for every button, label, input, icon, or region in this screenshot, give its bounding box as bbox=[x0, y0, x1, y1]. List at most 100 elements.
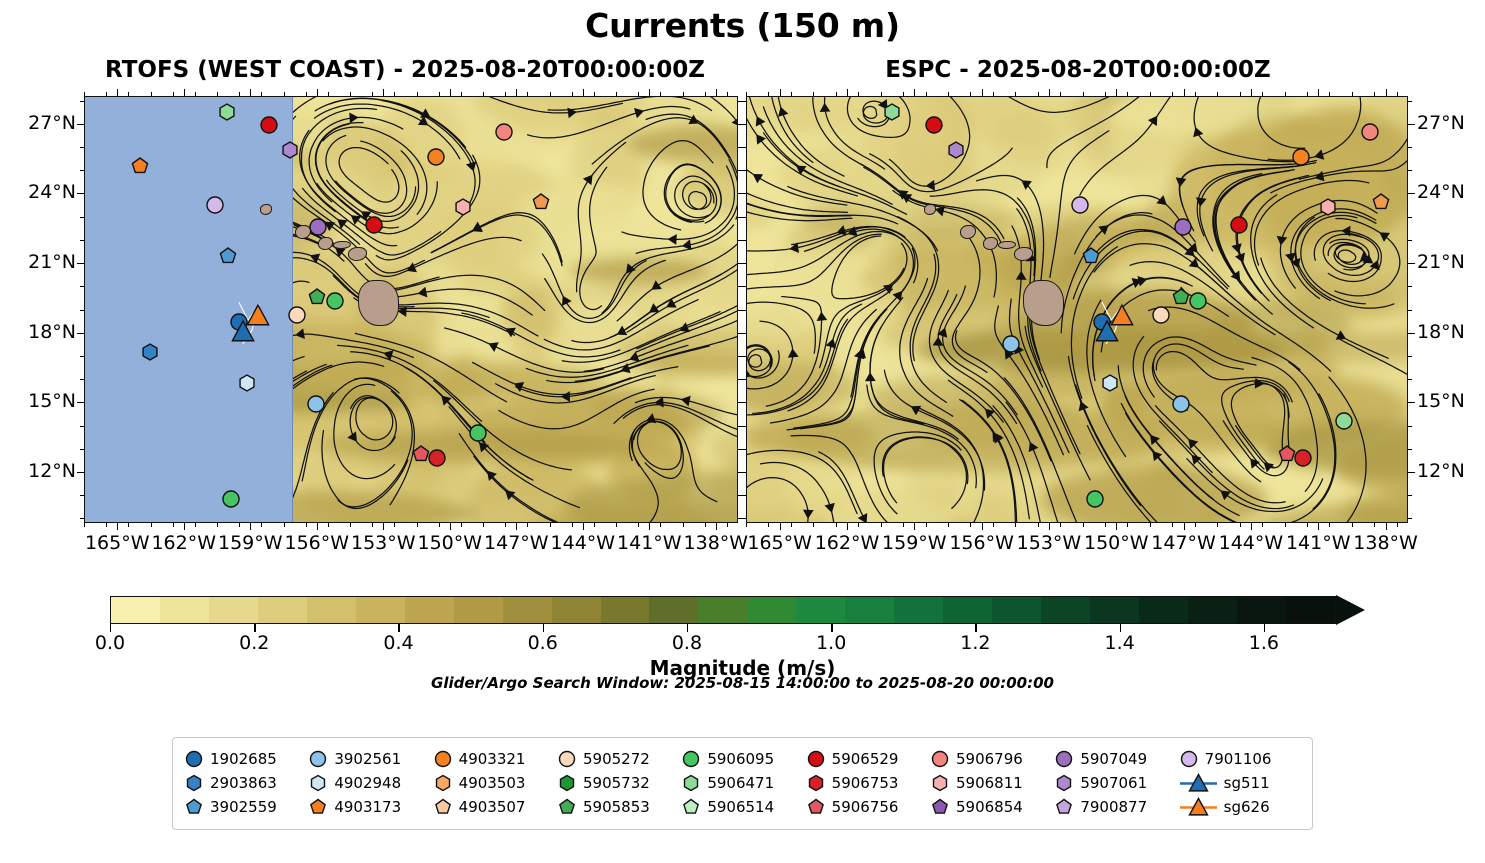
legend-item-5906796[interactable]: 5906796 bbox=[931, 747, 1051, 771]
map-marker-5905853[interactable] bbox=[1172, 287, 1191, 306]
map-marker-5906529[interactable] bbox=[259, 116, 278, 135]
legend-item-5906514[interactable]: 5906514 bbox=[682, 795, 802, 819]
map-marker-5905732[interactable] bbox=[1085, 489, 1104, 508]
legend-item-7900877[interactable]: 7900877 bbox=[1055, 795, 1175, 819]
map-marker-5907061[interactable] bbox=[946, 140, 965, 159]
x-minor-tick bbox=[660, 92, 662, 96]
legend-item-5905853[interactable]: 5905853 bbox=[558, 795, 678, 819]
legend-item-5907061[interactable]: 5907061 bbox=[1055, 771, 1175, 795]
legend-item-sg511[interactable]: sg511 bbox=[1179, 771, 1300, 795]
legend-marker-hexagon-icon bbox=[1055, 774, 1073, 792]
x-tick-top bbox=[383, 89, 385, 96]
legend-item-2903863[interactable]: 2903863 bbox=[185, 771, 305, 795]
x-minor-tick bbox=[394, 92, 396, 96]
legend-item-5906095[interactable]: 5906095 bbox=[682, 747, 802, 771]
map-marker-5905272[interactable] bbox=[1151, 306, 1170, 325]
legend-item-3902561[interactable]: 3902561 bbox=[309, 747, 429, 771]
legend-item-4903507[interactable]: 4903507 bbox=[434, 795, 554, 819]
map-marker-5906471[interactable] bbox=[218, 103, 237, 122]
map-marker-5906471b[interactable] bbox=[1335, 411, 1354, 430]
map-marker-5906529b[interactable] bbox=[1229, 215, 1248, 234]
map-marker-5906811[interactable] bbox=[454, 197, 473, 216]
map-marker-5907049[interactable] bbox=[309, 218, 328, 237]
map-marker-3902559[interactable] bbox=[1081, 246, 1100, 265]
map-marker-4902948[interactable] bbox=[1101, 373, 1120, 392]
x-minor-tick bbox=[1284, 523, 1286, 527]
map-marker-5906529b[interactable] bbox=[364, 215, 383, 234]
legend-item-4903173[interactable]: 4903173 bbox=[309, 795, 429, 819]
map-marker-5906471b[interactable] bbox=[468, 423, 487, 442]
legend-item-label: 5906529 bbox=[831, 750, 899, 768]
map-marker-sg626[interactable] bbox=[246, 303, 271, 327]
map-marker-4903507[interactable] bbox=[532, 193, 551, 212]
map-marker-3902561[interactable] bbox=[307, 394, 326, 413]
y-tick bbox=[739, 193, 746, 195]
y-minor-tick bbox=[742, 170, 746, 172]
legend[interactable]: 1902685 2903863 3902559 3902561 4902948 49031… bbox=[172, 737, 1313, 830]
map-marker-5906095[interactable] bbox=[325, 292, 344, 311]
legend-item-label: 5906854 bbox=[956, 798, 1023, 816]
map-marker-5906811[interactable] bbox=[1319, 197, 1338, 216]
map-panel-rtofs[interactable] bbox=[84, 96, 738, 523]
x-tick-label: 141°W bbox=[1285, 532, 1351, 554]
map-marker-sg626[interactable] bbox=[1110, 303, 1134, 327]
map-marker-sg511[interactable] bbox=[1094, 319, 1119, 343]
x-minor-tick bbox=[1082, 523, 1084, 527]
map-marker-5906756[interactable] bbox=[412, 445, 431, 464]
x-minor-tick bbox=[305, 92, 307, 96]
legend-item-5907049[interactable]: 5907049 bbox=[1055, 747, 1175, 771]
map-marker-5905272[interactable] bbox=[287, 306, 306, 325]
map-marker-3902561[interactable] bbox=[1002, 334, 1021, 353]
map-marker-5905853[interactable] bbox=[308, 287, 327, 306]
map-marker-5905732[interactable] bbox=[222, 489, 241, 508]
map-marker-4903507[interactable] bbox=[1371, 193, 1390, 212]
map-marker-2903863[interactable] bbox=[141, 343, 160, 362]
legend-item-5906854[interactable]: 5906854 bbox=[931, 795, 1051, 819]
map-marker-4903173[interactable] bbox=[131, 157, 150, 176]
legend-item-4903503[interactable]: 4903503 bbox=[434, 771, 554, 795]
legend-item-label: 5906514 bbox=[707, 798, 775, 816]
legend-item-4903321[interactable]: 4903321 bbox=[434, 747, 554, 771]
map-marker-5906753[interactable] bbox=[428, 449, 447, 468]
map-marker-5906095[interactable] bbox=[1189, 292, 1208, 311]
legend-item-7901106[interactable]: 7901106 bbox=[1180, 747, 1300, 771]
map-marker-7901106[interactable] bbox=[1071, 195, 1090, 214]
legend-item-sg626[interactable]: sg626 bbox=[1179, 795, 1300, 819]
map-marker-3902561b[interactable] bbox=[1171, 394, 1190, 413]
x-tick bbox=[582, 523, 584, 530]
colorbar[interactable] bbox=[110, 595, 1365, 625]
map-marker-5907049[interactable] bbox=[1173, 218, 1192, 237]
map-marker-5906471[interactable] bbox=[882, 103, 901, 122]
legend-item-5906756[interactable]: 5906756 bbox=[807, 795, 927, 819]
colorbar-tick bbox=[398, 624, 400, 632]
legend-item-5906753[interactable]: 5906753 bbox=[807, 771, 927, 795]
map-marker-3902559[interactable] bbox=[218, 246, 237, 265]
legend-item-5905732[interactable]: 5905732 bbox=[558, 771, 678, 795]
x-tick-top bbox=[250, 89, 252, 96]
legend-item-5906529[interactable]: 5906529 bbox=[807, 747, 927, 771]
map-marker-5906796[interactable] bbox=[1361, 122, 1380, 141]
legend-item-label: 4903507 bbox=[458, 798, 526, 816]
legend-item-5906811[interactable]: 5906811 bbox=[931, 771, 1051, 795]
legend-item-1902685[interactable]: 1902685 bbox=[185, 747, 305, 771]
legend-marker-hexagon-icon bbox=[185, 774, 203, 792]
map-marker-5906753[interactable] bbox=[1293, 449, 1312, 468]
y-minor-tick bbox=[738, 355, 742, 357]
map-marker-7901106[interactable] bbox=[206, 195, 225, 214]
landmass-molokai bbox=[333, 240, 352, 250]
map-marker-4902948[interactable] bbox=[237, 373, 256, 392]
map-marker-5906796[interactable] bbox=[495, 122, 514, 141]
map-marker-sg511[interactable] bbox=[230, 319, 255, 343]
legend-item-4902948[interactable]: 4902948 bbox=[309, 771, 429, 795]
map-marker-5906529[interactable] bbox=[924, 116, 943, 135]
legend-item-5905272[interactable]: 5905272 bbox=[558, 747, 678, 771]
map-marker-4903321[interactable] bbox=[1292, 148, 1311, 167]
legend-marker-hexagon-icon bbox=[309, 774, 327, 792]
map-marker-5906756[interactable] bbox=[1277, 445, 1296, 464]
map-panel-espc[interactable] bbox=[746, 96, 1408, 523]
legend-item-3902559[interactable]: 3902559 bbox=[185, 795, 305, 819]
legend-item-5906471[interactable]: 5906471 bbox=[682, 771, 802, 795]
map-marker-5907061[interactable] bbox=[281, 140, 300, 159]
y-minor-tick bbox=[742, 518, 746, 520]
map-marker-4903321[interactable] bbox=[426, 148, 445, 167]
